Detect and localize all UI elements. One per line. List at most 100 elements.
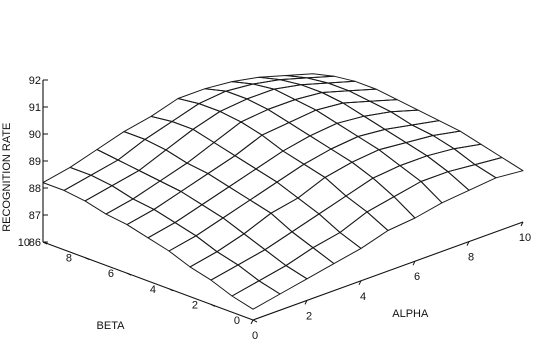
z-tick-label: 88 bbox=[29, 183, 41, 195]
surface-cell bbox=[309, 122, 359, 150]
beta-tick-label: 8 bbox=[66, 253, 72, 265]
surface-cell bbox=[420, 171, 470, 204]
surface-cell bbox=[447, 164, 497, 191]
beta-tick-mark bbox=[210, 303, 216, 307]
surface-cell bbox=[336, 115, 386, 137]
surface-cell bbox=[312, 232, 362, 265]
surface-cell bbox=[222, 199, 272, 235]
surface-cell bbox=[399, 155, 449, 182]
surface-cell bbox=[219, 98, 269, 123]
beta-tick-mark bbox=[126, 272, 132, 276]
alpha-tick-label: 4 bbox=[360, 291, 366, 303]
surface-cell bbox=[228, 168, 278, 201]
surface-cell bbox=[339, 211, 389, 249]
alpha-tick-mark bbox=[520, 221, 524, 227]
beta-tick-mark bbox=[252, 319, 258, 323]
surface-cell bbox=[198, 90, 248, 112]
surface-cell bbox=[111, 170, 161, 200]
surface-cell bbox=[426, 148, 476, 173]
surface-cell bbox=[246, 88, 296, 110]
surface-cell bbox=[369, 99, 419, 113]
surface-cell bbox=[318, 195, 368, 233]
surface-cell bbox=[237, 249, 287, 282]
surface-cell bbox=[321, 90, 371, 104]
surface-mesh bbox=[42, 73, 524, 310]
alpha-tick-mark bbox=[358, 280, 362, 286]
surface-cell bbox=[243, 212, 293, 251]
z-tick-label: 92 bbox=[29, 75, 41, 87]
surface-cell bbox=[195, 217, 245, 253]
beta-tick-label: 10 bbox=[18, 237, 30, 249]
surface-cell bbox=[303, 148, 353, 178]
alpha-tick-mark bbox=[466, 241, 470, 246]
alpha-tick-label: 0 bbox=[252, 330, 258, 342]
surface-cell bbox=[132, 180, 182, 210]
surface-cell bbox=[315, 102, 365, 124]
surface-cell bbox=[357, 128, 407, 151]
surface-cell bbox=[69, 149, 119, 176]
surface-cell bbox=[249, 181, 299, 214]
surface-cell bbox=[177, 88, 227, 105]
surface-cell bbox=[84, 185, 134, 215]
surface-cell bbox=[390, 109, 440, 126]
surface-cell bbox=[474, 157, 524, 179]
surface-cell bbox=[405, 135, 455, 157]
surface-cell bbox=[147, 222, 197, 252]
surface-cell bbox=[210, 264, 260, 297]
surface-cell bbox=[330, 136, 380, 163]
surface-cell bbox=[345, 177, 395, 213]
surface-cell bbox=[165, 128, 215, 164]
surface-cell bbox=[126, 208, 176, 239]
surface-cell bbox=[432, 130, 482, 150]
surface-cell bbox=[351, 149, 401, 179]
surface-cell bbox=[270, 197, 320, 233]
surface-cell bbox=[378, 142, 428, 167]
surface-cell bbox=[366, 196, 416, 231]
surface-cell bbox=[168, 235, 218, 268]
surface-cell bbox=[276, 163, 326, 199]
surface-cell bbox=[144, 121, 194, 151]
surface-cell bbox=[105, 198, 155, 226]
alpha-tick-label: 8 bbox=[468, 252, 474, 264]
z-tick-label: 87 bbox=[29, 210, 41, 222]
surface-cell bbox=[384, 124, 434, 144]
beta-tick-label: 6 bbox=[108, 268, 114, 280]
surface-cell bbox=[213, 121, 263, 157]
surface-cell bbox=[240, 108, 290, 136]
y-axis-title: BETA bbox=[97, 320, 126, 332]
beta-tick-mark bbox=[168, 288, 174, 292]
surface-cell bbox=[189, 251, 239, 281]
surface-cell bbox=[267, 99, 317, 124]
surface-cell bbox=[273, 84, 323, 101]
surface-cell bbox=[201, 186, 251, 219]
beta-axis-line bbox=[42, 241, 254, 321]
surface-cell bbox=[261, 122, 311, 152]
beta-tick-label: 0 bbox=[234, 315, 240, 327]
axis-labels: RECOGNITION RATE BETA ALPHA bbox=[1, 123, 429, 332]
surface-cell bbox=[258, 265, 308, 295]
surface-cell bbox=[63, 174, 113, 202]
surface-cell bbox=[186, 142, 236, 175]
surface-cell bbox=[138, 149, 188, 182]
surface-cell bbox=[90, 159, 140, 187]
beta-tick-mark bbox=[84, 257, 90, 261]
surface-cell bbox=[231, 280, 281, 310]
z-tick-label: 91 bbox=[29, 102, 41, 114]
surface-cell bbox=[348, 88, 398, 102]
surface-cell bbox=[297, 176, 347, 215]
surface-cell bbox=[294, 92, 344, 111]
surface-cell bbox=[324, 161, 374, 197]
surface-cell bbox=[159, 162, 209, 192]
surface-cell bbox=[411, 120, 461, 136]
surface-cell bbox=[234, 134, 284, 170]
surface-cell bbox=[285, 247, 335, 280]
surface-cell bbox=[291, 213, 341, 249]
beta-tick-label: 2 bbox=[192, 299, 198, 311]
surface-cell bbox=[174, 204, 224, 237]
alpha-tick-mark bbox=[412, 260, 416, 266]
x-axis-title: ALPHA bbox=[392, 308, 429, 320]
z-tick-label: 86 bbox=[29, 237, 41, 249]
alpha-tick-label: 6 bbox=[414, 271, 420, 283]
